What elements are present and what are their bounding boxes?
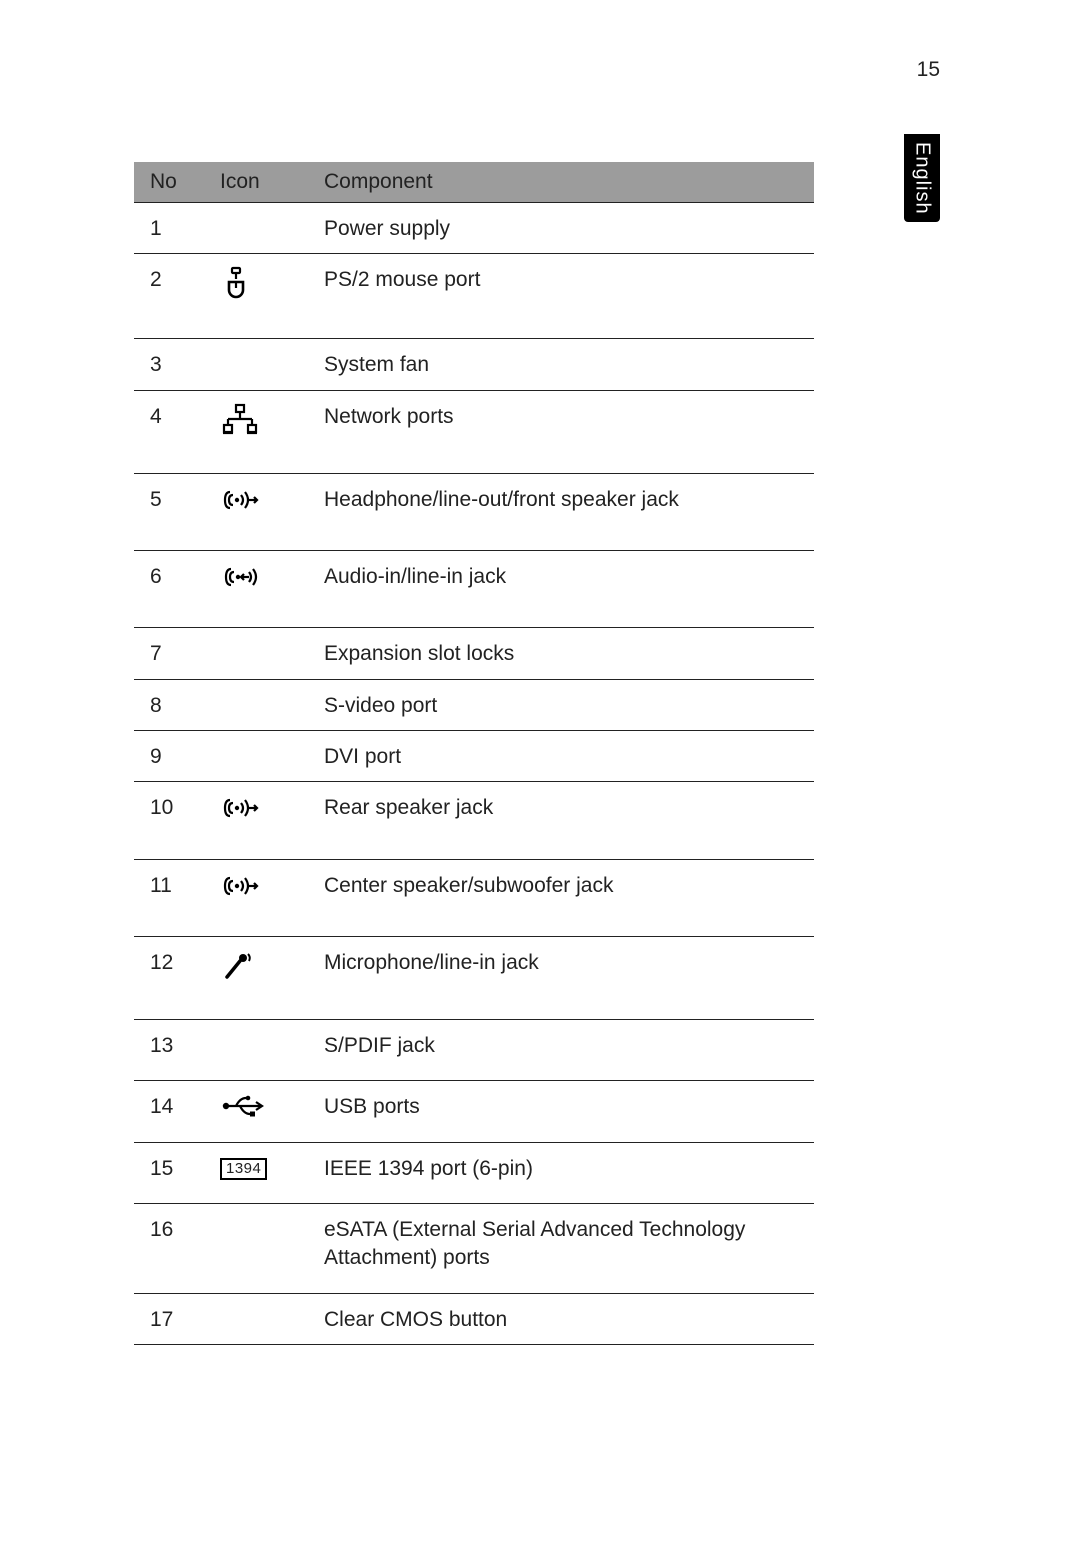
table-row: 17 Clear CMOS button xyxy=(134,1293,814,1344)
cell-no: 7 xyxy=(134,628,204,679)
language-tab-label: English xyxy=(911,142,934,215)
language-tab: English xyxy=(904,134,940,222)
usb-icon xyxy=(220,1093,268,1119)
cell-no: 13 xyxy=(134,1020,204,1081)
cell-icon xyxy=(204,339,308,390)
table-row: 13 S/PDIF jack xyxy=(134,1020,814,1081)
table-row: 8 S-video port xyxy=(134,679,814,730)
cell-component: Network ports xyxy=(308,390,814,473)
ieee1394-icon: 1394 xyxy=(220,1158,267,1180)
cell-no: 17 xyxy=(134,1293,204,1344)
col-header-icon: Icon xyxy=(204,162,308,203)
cell-no: 11 xyxy=(134,859,204,936)
table-row: 2 PS/2 mouse port xyxy=(134,254,814,339)
cell-icon xyxy=(204,859,308,936)
table-row: 16 eSATA (External Serial Advanced Techn… xyxy=(134,1204,814,1294)
cell-component: S/PDIF jack xyxy=(308,1020,814,1081)
cell-component: PS/2 mouse port xyxy=(308,254,814,339)
component-table-container: No Icon Component 1 Power supply 2 xyxy=(134,162,814,1345)
table-row: 9 DVI port xyxy=(134,731,814,782)
cell-component: S-video port xyxy=(308,679,814,730)
cell-no: 6 xyxy=(134,551,204,628)
table-header-row: No Icon Component xyxy=(134,162,814,203)
cell-component: Headphone/line-out/front speaker jack xyxy=(308,473,814,550)
cell-icon xyxy=(204,937,308,1020)
col-header-component: Component xyxy=(308,162,814,203)
cell-component: Clear CMOS button xyxy=(308,1293,814,1344)
table-row: 14 USB ports xyxy=(134,1081,814,1142)
cell-component: System fan xyxy=(308,339,814,390)
cell-component: DVI port xyxy=(308,731,814,782)
table-row: 5 Headp xyxy=(134,473,814,550)
cell-icon: 1394 xyxy=(204,1142,308,1203)
cell-icon xyxy=(204,390,308,473)
cell-icon xyxy=(204,782,308,859)
cell-no: 14 xyxy=(134,1081,204,1142)
cell-icon xyxy=(204,679,308,730)
cell-no: 1 xyxy=(134,203,204,254)
cell-no: 2 xyxy=(134,254,204,339)
cell-component: Power supply xyxy=(308,203,814,254)
cell-component: eSATA (External Serial Advanced Technolo… xyxy=(308,1204,814,1294)
cell-icon xyxy=(204,1020,308,1081)
cell-no: 9 xyxy=(134,731,204,782)
cell-icon xyxy=(204,731,308,782)
cell-component: Microphone/line-in jack xyxy=(308,937,814,1020)
cell-icon xyxy=(204,551,308,628)
table-row: 15 1394 IEEE 1394 port (6-pin) xyxy=(134,1142,814,1203)
table-row: 11 Cent xyxy=(134,859,814,936)
page-number: 15 xyxy=(917,58,940,82)
network-icon xyxy=(220,403,260,437)
cell-no: 12 xyxy=(134,937,204,1020)
line-in-icon xyxy=(220,563,260,591)
speaker-out-icon xyxy=(220,486,260,514)
speaker-out-icon xyxy=(220,794,260,822)
table-row: 4 Netwo xyxy=(134,390,814,473)
cell-icon xyxy=(204,1081,308,1142)
cell-component: Center speaker/subwoofer jack xyxy=(308,859,814,936)
col-header-no: No xyxy=(134,162,204,203)
table-row: 10 Rear xyxy=(134,782,814,859)
cell-icon xyxy=(204,1293,308,1344)
table-row: 1 Power supply xyxy=(134,203,814,254)
cell-icon xyxy=(204,628,308,679)
cell-no: 10 xyxy=(134,782,204,859)
mouse-icon xyxy=(220,266,252,302)
cell-icon xyxy=(204,203,308,254)
cell-icon xyxy=(204,1204,308,1294)
cell-component: IEEE 1394 port (6-pin) xyxy=(308,1142,814,1203)
cell-no: 4 xyxy=(134,390,204,473)
cell-no: 3 xyxy=(134,339,204,390)
table-row: 12 Microphone/line-in jack xyxy=(134,937,814,1020)
table-row: 7 Expansion slot locks xyxy=(134,628,814,679)
cell-no: 15 xyxy=(134,1142,204,1203)
microphone-icon xyxy=(220,949,254,983)
cell-component: Audio-in/line-in jack xyxy=(308,551,814,628)
cell-no: 5 xyxy=(134,473,204,550)
component-table: No Icon Component 1 Power supply 2 xyxy=(134,162,814,1345)
cell-no: 16 xyxy=(134,1204,204,1294)
table-row: 6 Audio xyxy=(134,551,814,628)
cell-icon xyxy=(204,254,308,339)
table-row: 3 System fan xyxy=(134,339,814,390)
speaker-out-icon xyxy=(220,872,260,900)
cell-component: USB ports xyxy=(308,1081,814,1142)
cell-icon xyxy=(204,473,308,550)
cell-component: Expansion slot locks xyxy=(308,628,814,679)
cell-no: 8 xyxy=(134,679,204,730)
cell-component: Rear speaker jack xyxy=(308,782,814,859)
